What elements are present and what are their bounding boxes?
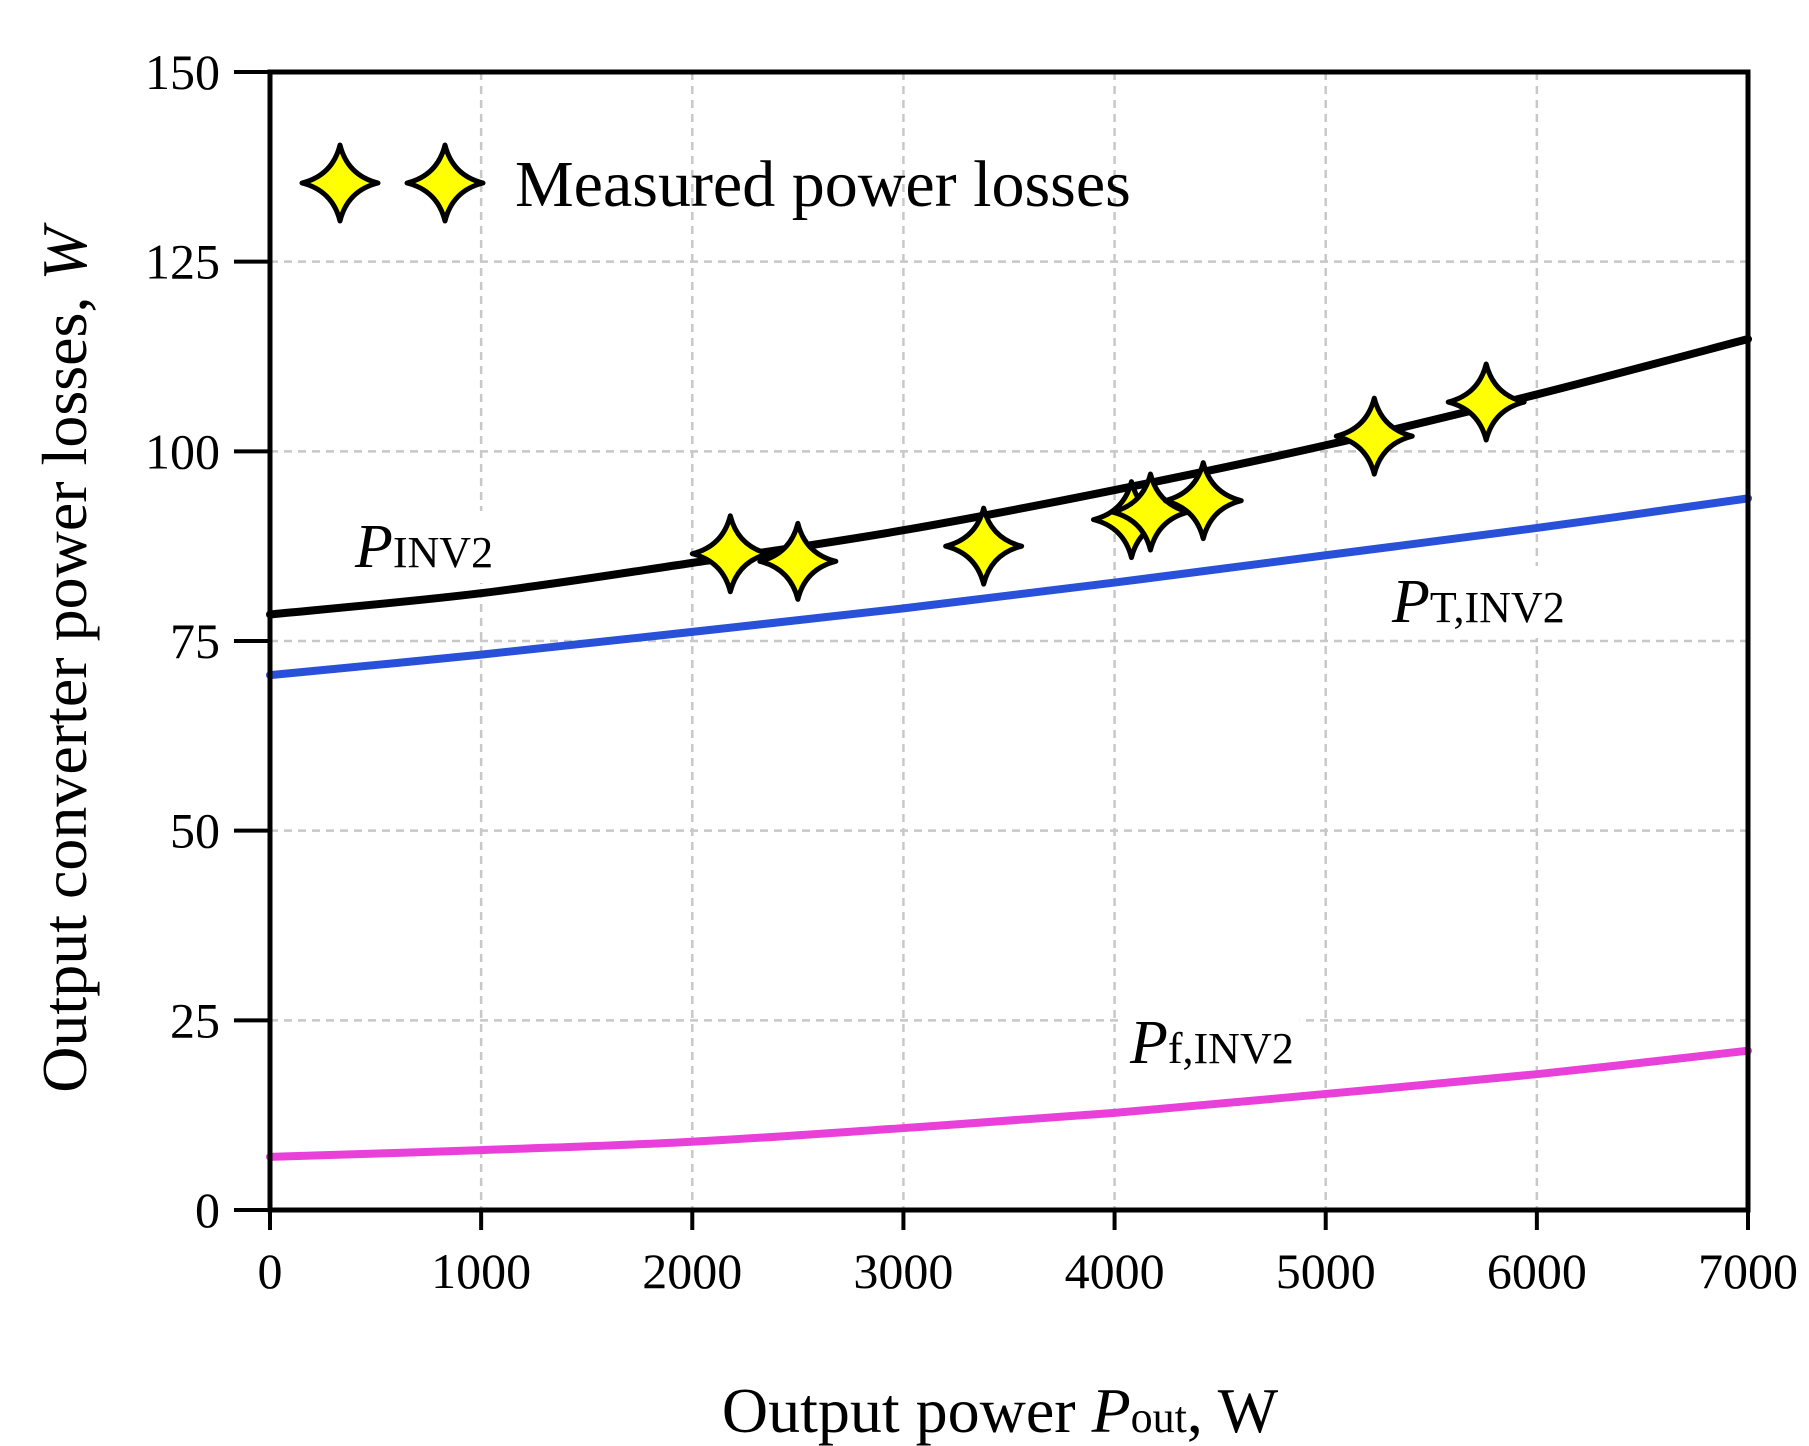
legend: Measured power losses <box>299 142 1131 224</box>
measured-point-star-icon <box>689 513 771 595</box>
series-label-subscript: f,INV2 <box>1168 1024 1294 1073</box>
y-axis-title-unit: W <box>29 222 100 281</box>
x-tick-label: 2000 <box>642 1243 742 1299</box>
series-label-symbol: P <box>1391 568 1430 636</box>
x-tick-label: 4000 <box>1065 1243 1165 1299</box>
series-label-background <box>1123 1007 1300 1079</box>
y-tick-label: 0 <box>195 1182 220 1238</box>
x-tick-label: 6000 <box>1487 1243 1587 1299</box>
ticks: 0 1000 2000 3000 4000 5000 6000 7000 0 25 50 75 100 1… <box>145 44 1798 1299</box>
legend-label: Measured power losses <box>515 148 1131 221</box>
x-axis-title-prefix: Output power <box>722 1375 1092 1446</box>
measured-markers <box>689 361 1527 602</box>
series-label-symbol: P <box>1129 1009 1168 1077</box>
x-tick-label: 3000 <box>853 1243 953 1299</box>
measured-point-star-icon <box>1162 460 1244 542</box>
y-tick-label: 25 <box>170 992 220 1048</box>
x-axis-title-subscript: out <box>1131 1393 1187 1442</box>
legend-star-icon <box>404 142 486 224</box>
measured-point-star-icon <box>1333 395 1415 477</box>
y-tick-label: 125 <box>145 234 220 290</box>
legend-star-icon <box>299 142 381 224</box>
series-label-p-inv2: PINV2 <box>354 513 493 581</box>
x-axis-title-symbol: P <box>1091 1375 1131 1446</box>
plot-frame <box>267 69 1751 1213</box>
x-tick-label: 7000 <box>1698 1243 1798 1299</box>
y-tick-label: 75 <box>170 613 220 669</box>
series-label-subscript: T,INV2 <box>1430 583 1565 632</box>
x-axis-title-suffix: , W <box>1187 1375 1279 1446</box>
measured-point-star-icon <box>1445 361 1527 443</box>
curves <box>266 335 1752 1161</box>
legend-star-shape <box>404 142 486 224</box>
y-axis-title-main: Output converter power losses, <box>29 281 100 1093</box>
series-label-symbol: P <box>354 513 393 581</box>
series-label-p-f-inv2: Pf,INV2 <box>1129 1009 1294 1077</box>
series-label-background <box>348 511 500 583</box>
y-tick-label: 100 <box>145 423 220 479</box>
measured-point-star-icon <box>943 505 1025 587</box>
series-label-subscript: INV2 <box>393 528 493 577</box>
grid <box>270 72 1748 1210</box>
y-tick-label: 150 <box>145 44 220 100</box>
series-label-background <box>1385 566 1571 638</box>
measured-point-star-icon <box>757 520 839 602</box>
series-line-p-f-inv2 <box>266 1046 1752 1161</box>
x-tick-label: 1000 <box>431 1243 531 1299</box>
series-label-p-t-inv2: PT,INV2 <box>1391 568 1565 636</box>
series-line-p-t-inv2 <box>266 494 1752 680</box>
x-tick-label: 5000 <box>1276 1243 1376 1299</box>
x-tick-label: 0 <box>258 1243 283 1299</box>
y-tick-label: 50 <box>170 803 220 859</box>
x-axis-title: Output power Pout, W <box>722 1375 1279 1446</box>
y-axis-title: Output converter power losses, W <box>29 222 100 1093</box>
legend-star-shape <box>299 142 381 224</box>
